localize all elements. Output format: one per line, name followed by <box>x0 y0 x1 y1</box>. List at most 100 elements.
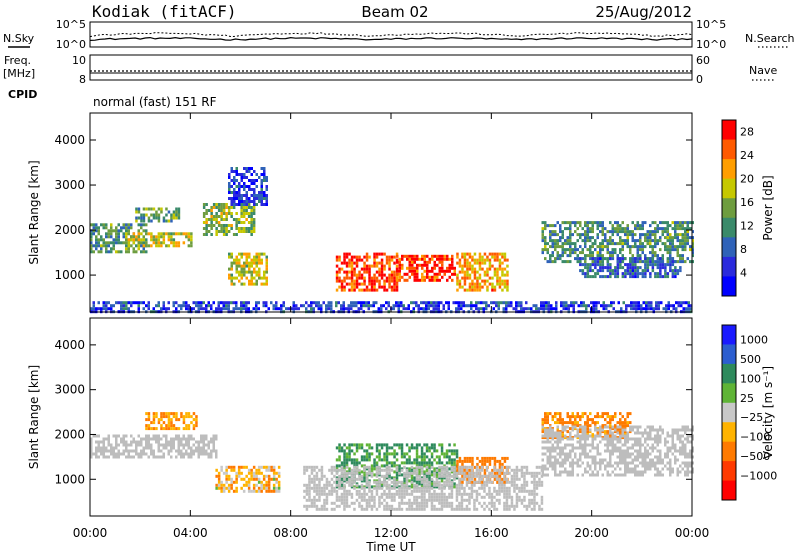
range-cell <box>90 250 93 254</box>
range-cell <box>175 455 178 459</box>
range-cell <box>370 485 374 489</box>
range-cell <box>676 221 679 225</box>
range-cell <box>430 477 434 481</box>
range-cell <box>92 223 95 227</box>
range-cell <box>237 468 241 472</box>
range-cell <box>355 449 359 453</box>
range-cell <box>335 483 339 487</box>
range-cell <box>458 279 462 283</box>
range-cell <box>365 304 368 308</box>
range-cell <box>493 252 497 256</box>
range-cell <box>559 227 562 231</box>
range-cell <box>353 255 356 259</box>
range-cell <box>433 485 436 489</box>
range-cell <box>501 288 504 292</box>
range-cell <box>604 236 607 240</box>
range-cell <box>609 440 612 444</box>
range-cell <box>310 307 313 311</box>
range-cell <box>238 200 241 203</box>
range-cell <box>355 465 359 469</box>
range-cell <box>556 473 559 477</box>
range-cell <box>338 255 341 259</box>
range-cell <box>453 482 456 486</box>
range-cell <box>165 434 168 438</box>
range-cell <box>579 464 582 468</box>
range-cell <box>222 304 225 308</box>
range-cell <box>222 218 226 221</box>
range-cell <box>240 215 243 218</box>
range-cell <box>180 415 183 419</box>
range-cell <box>395 507 399 511</box>
range-cell <box>440 492 444 496</box>
range-cell <box>343 471 346 475</box>
range-cell <box>466 288 469 292</box>
range-cell <box>584 254 587 258</box>
range-cell <box>491 456 494 460</box>
range-cell <box>616 446 619 450</box>
range-cell <box>100 238 103 242</box>
range-cell <box>609 431 612 435</box>
range-cell <box>634 443 637 447</box>
range-cell <box>350 449 354 453</box>
range-cell <box>388 452 391 456</box>
range-cell <box>626 412 629 416</box>
range-cell <box>654 272 657 276</box>
range-cell <box>564 428 567 432</box>
range-cell <box>619 440 622 444</box>
range-cell <box>609 221 612 225</box>
range-cell <box>634 272 637 276</box>
range-cell <box>190 307 193 311</box>
range-cell <box>200 446 203 450</box>
range-cell <box>187 443 190 447</box>
range-cell <box>378 279 381 283</box>
range-cell <box>546 260 549 264</box>
range-cell <box>609 433 612 437</box>
range-cell <box>656 470 659 474</box>
range-cell <box>243 200 246 203</box>
range-cell <box>320 489 324 493</box>
range-cell <box>112 455 115 459</box>
range-cell <box>432 304 435 308</box>
range-cell <box>318 483 321 487</box>
range-cell <box>115 235 118 239</box>
range-cell <box>382 304 385 308</box>
range-cell <box>263 270 266 274</box>
range-cell <box>651 464 654 468</box>
range-cell <box>365 477 369 481</box>
range-cell <box>599 254 602 258</box>
range-cell <box>385 258 389 262</box>
range-cell <box>330 501 334 505</box>
range-cell <box>589 266 592 270</box>
range-cell <box>674 227 677 231</box>
range-cell <box>446 257 449 261</box>
range-cell <box>649 263 652 267</box>
range-cell <box>422 301 425 305</box>
range-cell <box>614 248 617 252</box>
range-cell <box>641 224 644 228</box>
range-cell <box>621 239 624 243</box>
range-cell <box>581 239 584 243</box>
range-cell <box>611 431 614 435</box>
range-cell <box>493 273 497 277</box>
range-cell <box>659 227 662 231</box>
range-cell <box>305 465 309 469</box>
range-cell <box>619 427 622 431</box>
range-cell <box>142 446 145 450</box>
range-cell <box>147 301 150 305</box>
range-cell <box>160 455 163 459</box>
range-cell <box>551 464 554 468</box>
range-cell <box>501 255 504 259</box>
range-cell <box>420 492 424 496</box>
range-cell <box>584 421 587 425</box>
range-cell <box>446 254 449 258</box>
range-cell <box>609 254 612 258</box>
range-cell <box>378 261 381 265</box>
range-cell <box>137 301 140 305</box>
range-cell <box>385 468 389 472</box>
range-cell <box>368 480 371 484</box>
range-cell <box>363 255 366 259</box>
range-cell <box>611 425 614 429</box>
range-cell <box>677 304 680 308</box>
range-cell <box>408 479 411 483</box>
range-cell <box>611 233 614 237</box>
